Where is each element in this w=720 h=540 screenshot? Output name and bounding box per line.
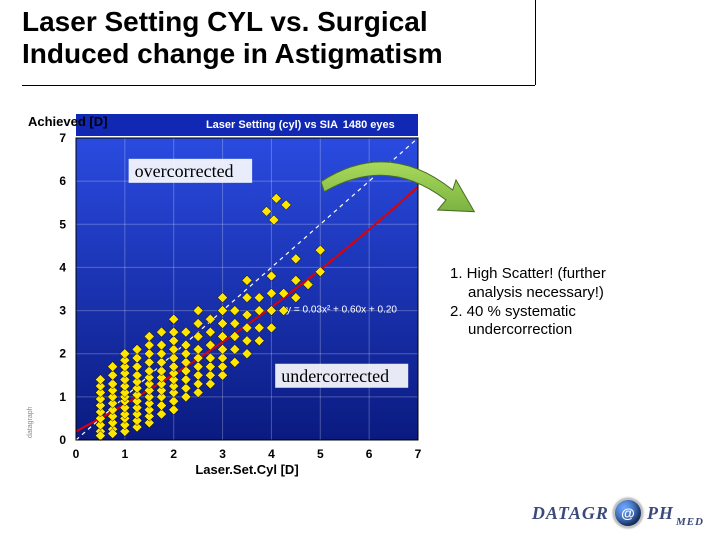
logo-text-post: PH [647, 503, 674, 524]
svg-text:0: 0 [59, 433, 66, 447]
title-divider-vertical [535, 0, 536, 85]
title-line-1: Laser Setting CYL vs. Surgical [22, 6, 428, 37]
slide: Laser Setting CYL vs. Surgical Induced c… [0, 0, 720, 540]
scatter-chart: Laser Setting (cyl) vs SIA 1480 eyes 0 1 2 3 4… [20, 110, 430, 485]
svg-text:overcorrected: overcorrected [135, 161, 234, 181]
note-2: 2. 40 % systematic [450, 303, 576, 320]
title-line-2: Induced change in Astigmatism [22, 38, 443, 69]
svg-text:1: 1 [122, 447, 129, 461]
svg-text:7: 7 [415, 447, 422, 461]
svg-text:Achieved [D]: Achieved [D] [28, 114, 107, 129]
title-divider-horizontal [22, 85, 535, 86]
svg-text:datagraph: datagraph [27, 406, 34, 438]
svg-text:6: 6 [59, 174, 66, 188]
note-2b: undercorrection [450, 321, 700, 340]
svg-text:undercorrected: undercorrected [281, 366, 389, 386]
svg-text:3: 3 [59, 304, 66, 318]
chart-svg: Laser Setting (cyl) vs SIA 1480 eyes 0 1 2 3 4… [20, 110, 430, 480]
svg-text:6: 6 [366, 447, 373, 461]
svg-text:7: 7 [59, 131, 66, 145]
svg-text:5: 5 [59, 217, 66, 231]
datagraph-logo: DATAGR @ PH MED [532, 498, 704, 528]
svg-text:5: 5 [317, 447, 324, 461]
svg-text:0: 0 [73, 447, 80, 461]
svg-text:2: 2 [59, 347, 66, 361]
globe-icon: @ [613, 498, 643, 528]
svg-text:Laser Setting (cyl) vs SIA: Laser Setting (cyl) vs SIA [206, 119, 338, 131]
note-1: 1. High Scatter! (further [450, 265, 606, 282]
observation-notes: 1. High Scatter! (further analysis neces… [450, 265, 700, 340]
note-1b: analysis necessary!) [450, 284, 700, 303]
svg-text:1: 1 [59, 390, 66, 404]
svg-text:Laser.Set.Cyl [D]: Laser.Set.Cyl [D] [195, 462, 298, 477]
svg-text:1480 eyes: 1480 eyes [343, 119, 395, 131]
logo-text-pre: DATAGR [532, 503, 609, 524]
logo-sub: MED [676, 516, 704, 528]
svg-text:2: 2 [170, 447, 177, 461]
svg-text:4: 4 [59, 260, 66, 274]
svg-text:y = 0.03x² + 0.60x + 0.20: y = 0.03x² + 0.60x + 0.20 [286, 305, 397, 316]
slide-title: Laser Setting CYL vs. Surgical Induced c… [22, 6, 542, 70]
svg-text:4: 4 [268, 447, 275, 461]
svg-text:3: 3 [219, 447, 226, 461]
